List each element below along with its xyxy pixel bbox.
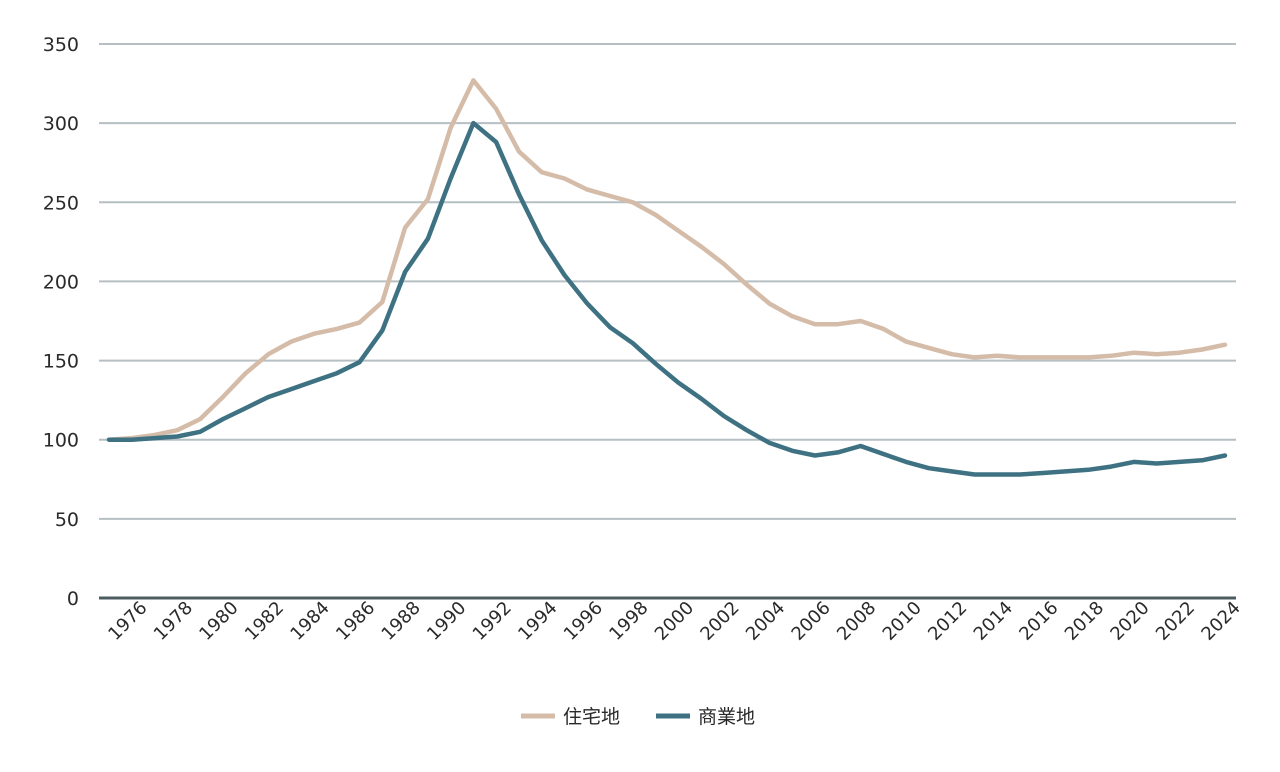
x-tick-label: 1998 <box>605 597 652 644</box>
x-tick-label: 2024 <box>1197 597 1244 644</box>
x-tick-label: 1994 <box>514 597 561 644</box>
legend-label: 住宅地 <box>563 706 620 728</box>
x-tick-label: 1978 <box>150 597 197 644</box>
y-tick-label: 100 <box>43 430 79 452</box>
series-line-commercial <box>106 120 1228 477</box>
x-tick-label: 2018 <box>1061 597 1108 644</box>
x-tick-label: 1992 <box>469 597 516 644</box>
x-tick-label: 2010 <box>879 597 926 644</box>
x-tick-label: 1988 <box>378 597 425 644</box>
legend-label: 商業地 <box>698 706 755 728</box>
series-lines <box>106 78 1228 477</box>
x-tick-label: 2022 <box>1152 597 1199 644</box>
x-tick-label: 1980 <box>195 597 242 644</box>
y-tick-label: 350 <box>43 34 79 56</box>
x-tick-label: 2002 <box>696 597 743 644</box>
x-tick-label: 1984 <box>286 597 333 644</box>
x-tick-label: 1976 <box>104 597 151 644</box>
y-tick-label: 50 <box>55 509 79 531</box>
y-tick-label: 250 <box>43 192 79 214</box>
x-tick-label: 2016 <box>1015 597 1062 644</box>
x-tick-label: 2014 <box>970 597 1017 644</box>
x-tick-label: 2008 <box>833 597 880 644</box>
x-tick-label: 1990 <box>423 597 470 644</box>
y-axis: 0 50 100 150 200 250 300 350 <box>43 34 79 610</box>
legend: 住宅地 商業地 <box>521 706 755 728</box>
x-tick-label: 2012 <box>924 597 971 644</box>
x-tick-label: 2020 <box>1106 597 1153 644</box>
x-tick-label: 2000 <box>651 597 698 644</box>
x-tick-label: 1982 <box>241 597 288 644</box>
x-tick-label: 1986 <box>332 597 379 644</box>
series-line-residential <box>106 78 1228 442</box>
gridlines <box>99 43 1236 520</box>
y-tick-label: 150 <box>43 351 79 373</box>
x-axis: 1976197819801982198419861988199019921994… <box>99 596 1245 645</box>
x-tick-label: 1996 <box>560 597 607 644</box>
x-tick-label: 2006 <box>788 597 835 644</box>
y-tick-label: 200 <box>43 271 79 293</box>
y-tick-label: 0 <box>67 588 79 610</box>
x-tick-label: 2004 <box>742 597 789 644</box>
y-tick-label: 300 <box>43 113 79 135</box>
